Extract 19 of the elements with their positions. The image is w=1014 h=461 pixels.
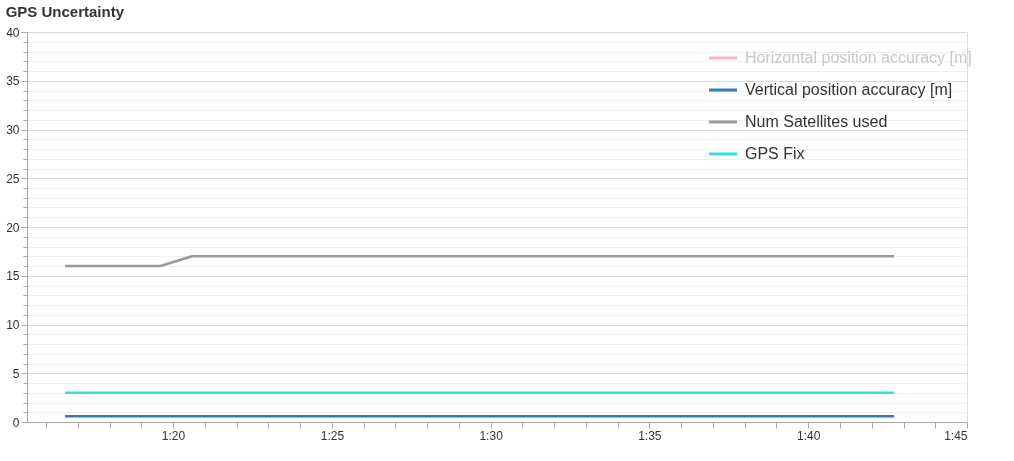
x-tick-label: 1:20 [161,428,186,443]
y-tick-label: 35 [6,74,20,89]
y-tick-label: 30 [6,123,20,137]
legend-label: GPS Fix [745,145,805,162]
y-tick-label: 40 [6,25,20,40]
legend-label: Num Satellites used [745,113,888,130]
legend-label: Vertical position accuracy [m] [745,81,953,98]
x-tick-label: 1:40 [797,428,821,443]
x-tick-label: 1:45 [944,428,968,443]
y-tick-label: 20 [6,220,20,235]
y-tick-label: 5 [12,366,20,381]
y-tick-label: 15 [6,269,20,284]
y-tick-label: 25 [6,171,20,186]
chart-title: GPS Uncertainty [5,3,125,20]
y-tick-label: 10 [6,318,20,332]
y-tick-label: 0 [12,415,20,430]
x-tick-label: 1:35 [638,428,662,443]
x-tick-label: 1:25 [320,428,345,443]
x-tick-label: 1:30 [479,428,504,443]
